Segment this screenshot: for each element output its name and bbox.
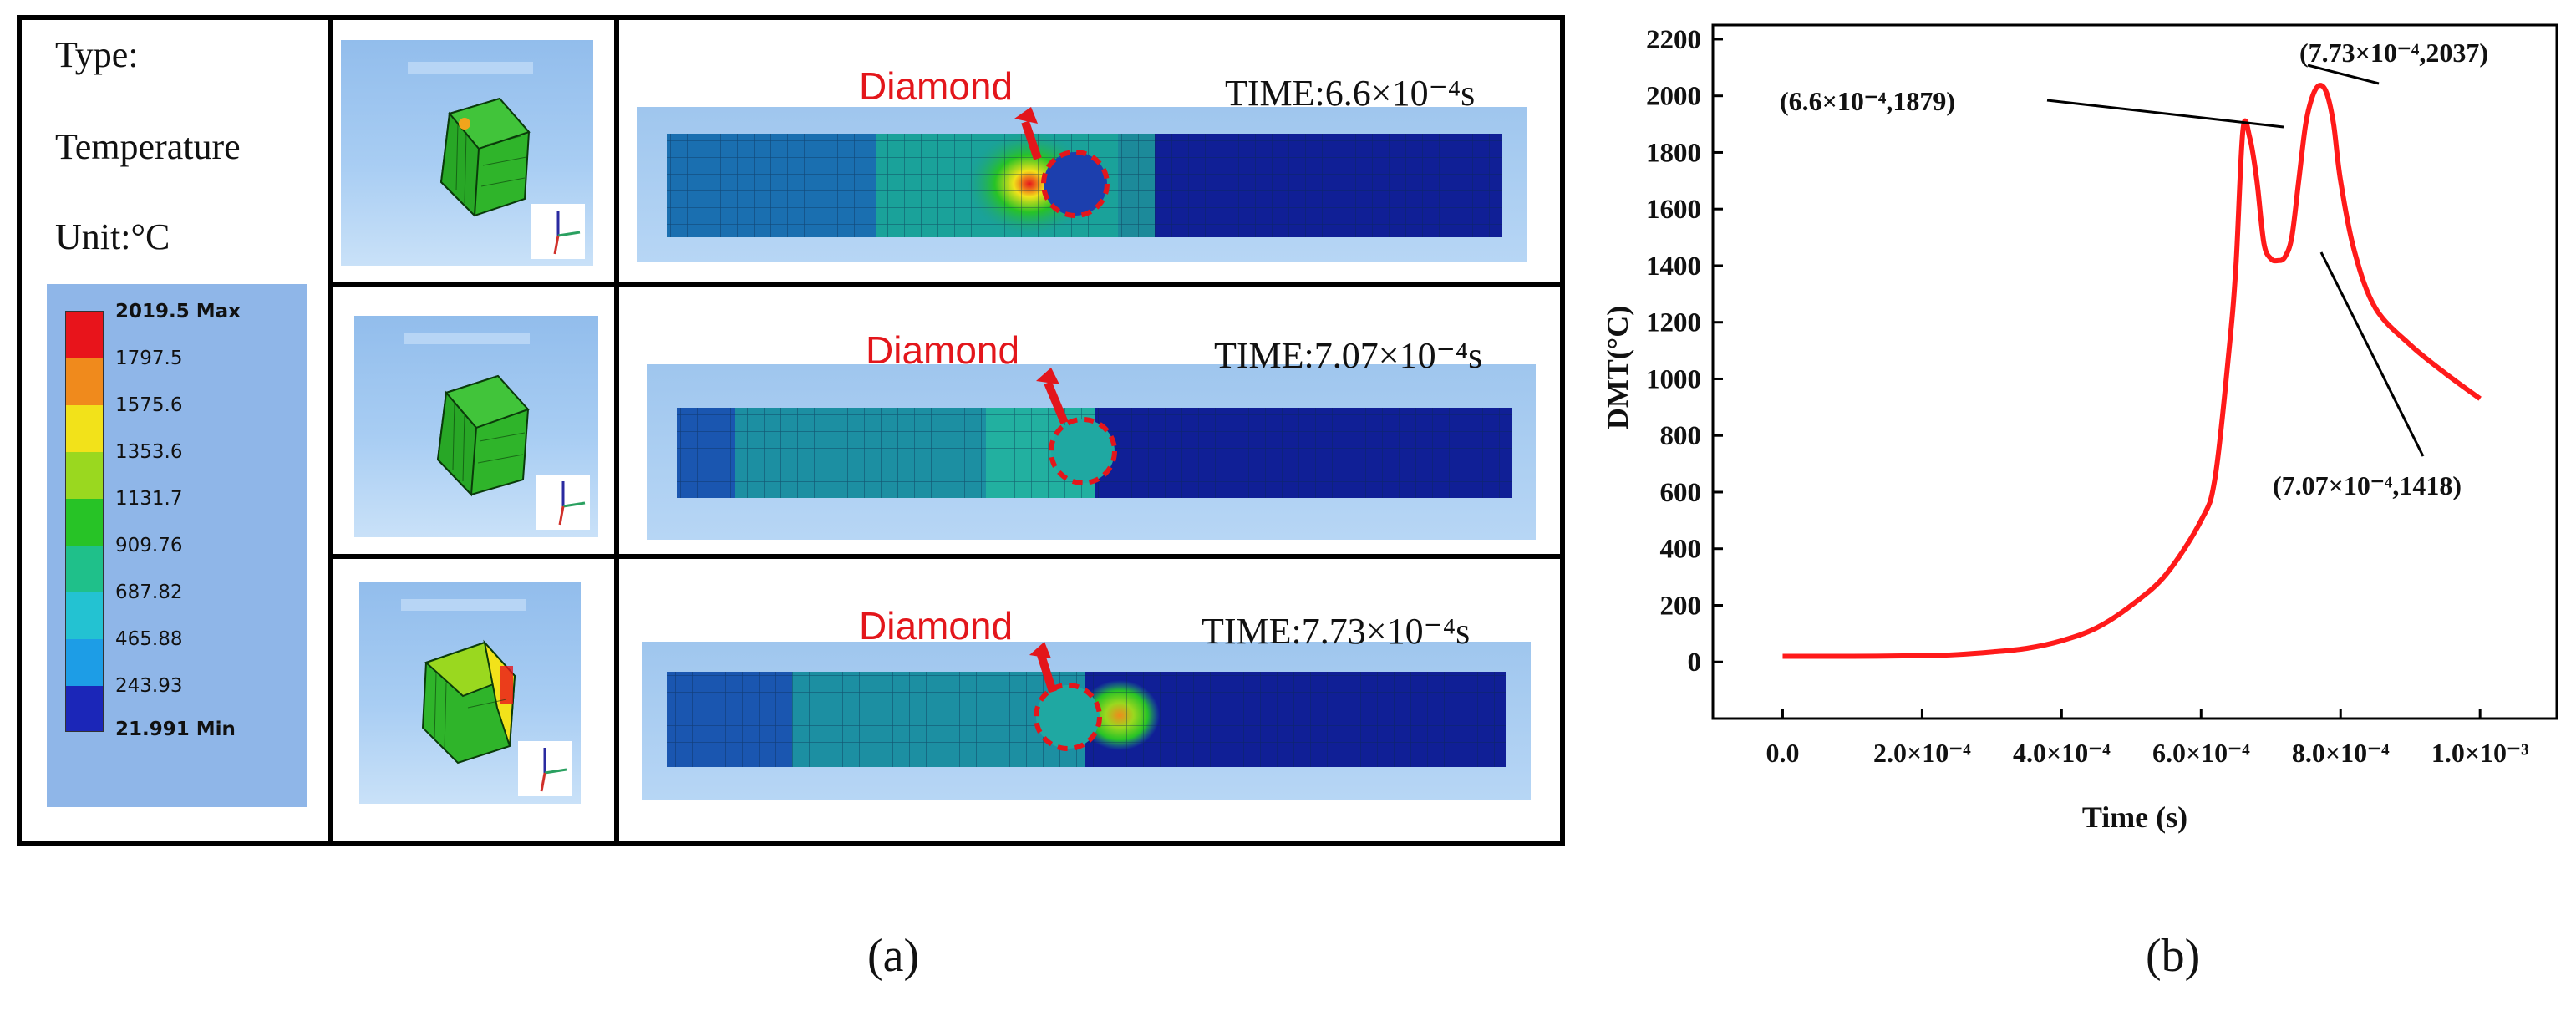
dmt-series-line — [1782, 83, 2482, 659]
x-axis-label: Time (s) — [2082, 800, 2187, 834]
type-value: Temperature — [55, 126, 241, 167]
diamond-tool-hex-icon — [408, 62, 585, 259]
x-tick-label: 2.0×10⁻⁴ — [1873, 738, 1971, 768]
annotation-leader-peak-1 — [2046, 99, 2284, 129]
legend-label: 1353.6 — [115, 441, 183, 463]
x-tick-label: 4.0×10⁻⁴ — [2013, 738, 2111, 768]
time-label-3: TIME:7.73×10⁻⁴s — [1202, 611, 1471, 652]
x-tick-label: 8.0×10⁻⁴ — [2292, 738, 2390, 768]
legend-label: 1575.6 — [115, 394, 183, 416]
simulation-frame-2 — [647, 364, 1536, 540]
y-tick-label: 1800 — [1646, 138, 1701, 168]
annotation-leader-valley — [2319, 251, 2425, 457]
type-label: Type: — [55, 34, 139, 75]
dmt-line-chart: 0 200 400 600 800 1000 1200 1400 1600 1800 2000 220… — [1601, 23, 2558, 834]
legend-swatch-8 — [66, 686, 103, 731]
legend-swatch-2 — [66, 405, 103, 452]
simulation-frame-3 — [642, 642, 1531, 800]
y-tick-label: 800 — [1660, 421, 1702, 451]
legend-panel: 2019.5 Max 1797.5 1575.6 1353.6 1131.7 9… — [47, 284, 307, 807]
legend-label: 1797.5 — [115, 348, 183, 369]
diamond-label-1: Diamond — [859, 64, 1014, 108]
tool-thumbnail-1 — [341, 40, 593, 266]
legend-swatch-7 — [66, 639, 103, 686]
legend-color-bar — [65, 311, 104, 732]
y-tick-label: 0 — [1688, 648, 1702, 678]
x-tick-label: 1.0×10⁻³ — [2431, 738, 2529, 768]
unit-label: Unit:°C — [55, 216, 170, 257]
panel-a-row-divider-2 — [328, 554, 1565, 559]
x-tick-label: 0.0 — [1766, 738, 1799, 768]
y-tick-label: 1200 — [1646, 308, 1701, 338]
legend-swatch-6 — [66, 592, 103, 639]
y-axis-ticks: 0 200 400 600 800 1000 1200 1400 1600 1800 2000 220… — [1646, 25, 1723, 678]
panel-a-divider-2 — [614, 15, 619, 846]
diamond-label-3: Diamond — [859, 604, 1014, 648]
annotation-valley: (7.07×10⁻⁴,1418) — [2273, 470, 2462, 500]
legend-swatch-5 — [66, 546, 103, 592]
diamond-label-2: Diamond — [866, 328, 1020, 372]
y-tick-label: 1400 — [1646, 251, 1701, 282]
legend-label-max: 2019.5 Max — [115, 301, 241, 323]
annotation-peak-1: (6.6×10⁻⁴,1879) — [1780, 86, 1955, 116]
panel-a-caption: (a) — [867, 930, 920, 982]
workpiece-mesh-1 — [667, 107, 1502, 237]
annotation-leader-peak-2 — [2307, 64, 2380, 85]
tool-thumbnail-3 — [359, 582, 581, 804]
legend-label: 1131.7 — [115, 488, 183, 510]
panel-a-frame — [17, 15, 1565, 846]
y-tick-label: 2200 — [1646, 25, 1701, 55]
y-tick-label: 2000 — [1646, 82, 1701, 112]
y-tick-label: 1000 — [1646, 364, 1701, 394]
legend-label: 909.76 — [115, 535, 183, 556]
x-axis-ticks: 0.0 2.0×10⁻⁴ 4.0×10⁻⁴ 6.0×10⁻⁴ 8.0×10⁻⁴ 1.0×1… — [1766, 709, 2529, 768]
y-tick-label: 600 — [1660, 478, 1702, 508]
diamond-tool-hex-icon — [401, 599, 572, 796]
legend-swatch-4 — [66, 499, 103, 546]
legend-label: 243.93 — [115, 675, 183, 697]
x-tick-label: 6.0×10⁻⁴ — [2152, 738, 2250, 768]
plot-frame — [1711, 23, 2558, 720]
y-tick-label: 1600 — [1646, 195, 1701, 225]
legend-label: 465.88 — [115, 628, 183, 650]
panel-b-caption: (b) — [2146, 930, 2201, 982]
diamond-tool-hex-icon — [404, 333, 590, 530]
y-tick-label: 400 — [1660, 535, 1702, 565]
legend-swatch-0 — [66, 312, 103, 358]
legend-label-min: 21.991 Min — [115, 719, 236, 740]
workpiece-mesh-2 — [677, 368, 1512, 498]
legend-label: 687.82 — [115, 582, 183, 603]
y-tick-label: 200 — [1660, 591, 1702, 621]
legend-swatch-1 — [66, 358, 103, 405]
time-label-2: TIME:7.07×10⁻⁴s — [1214, 335, 1483, 376]
y-axis-label: DMT(°C) — [1601, 306, 1634, 429]
annotation-peak-2: (7.73×10⁻⁴,2037) — [2299, 38, 2488, 68]
simulation-frame-1 — [637, 107, 1527, 262]
legend-swatch-3 — [66, 452, 103, 499]
workpiece-mesh-3 — [667, 642, 1506, 767]
panel-a-divider-1 — [328, 15, 333, 846]
tool-thumbnail-2 — [354, 316, 598, 537]
panel-a-row-divider-1 — [328, 282, 1565, 287]
time-label-1: TIME:6.6×10⁻⁴s — [1225, 73, 1476, 114]
